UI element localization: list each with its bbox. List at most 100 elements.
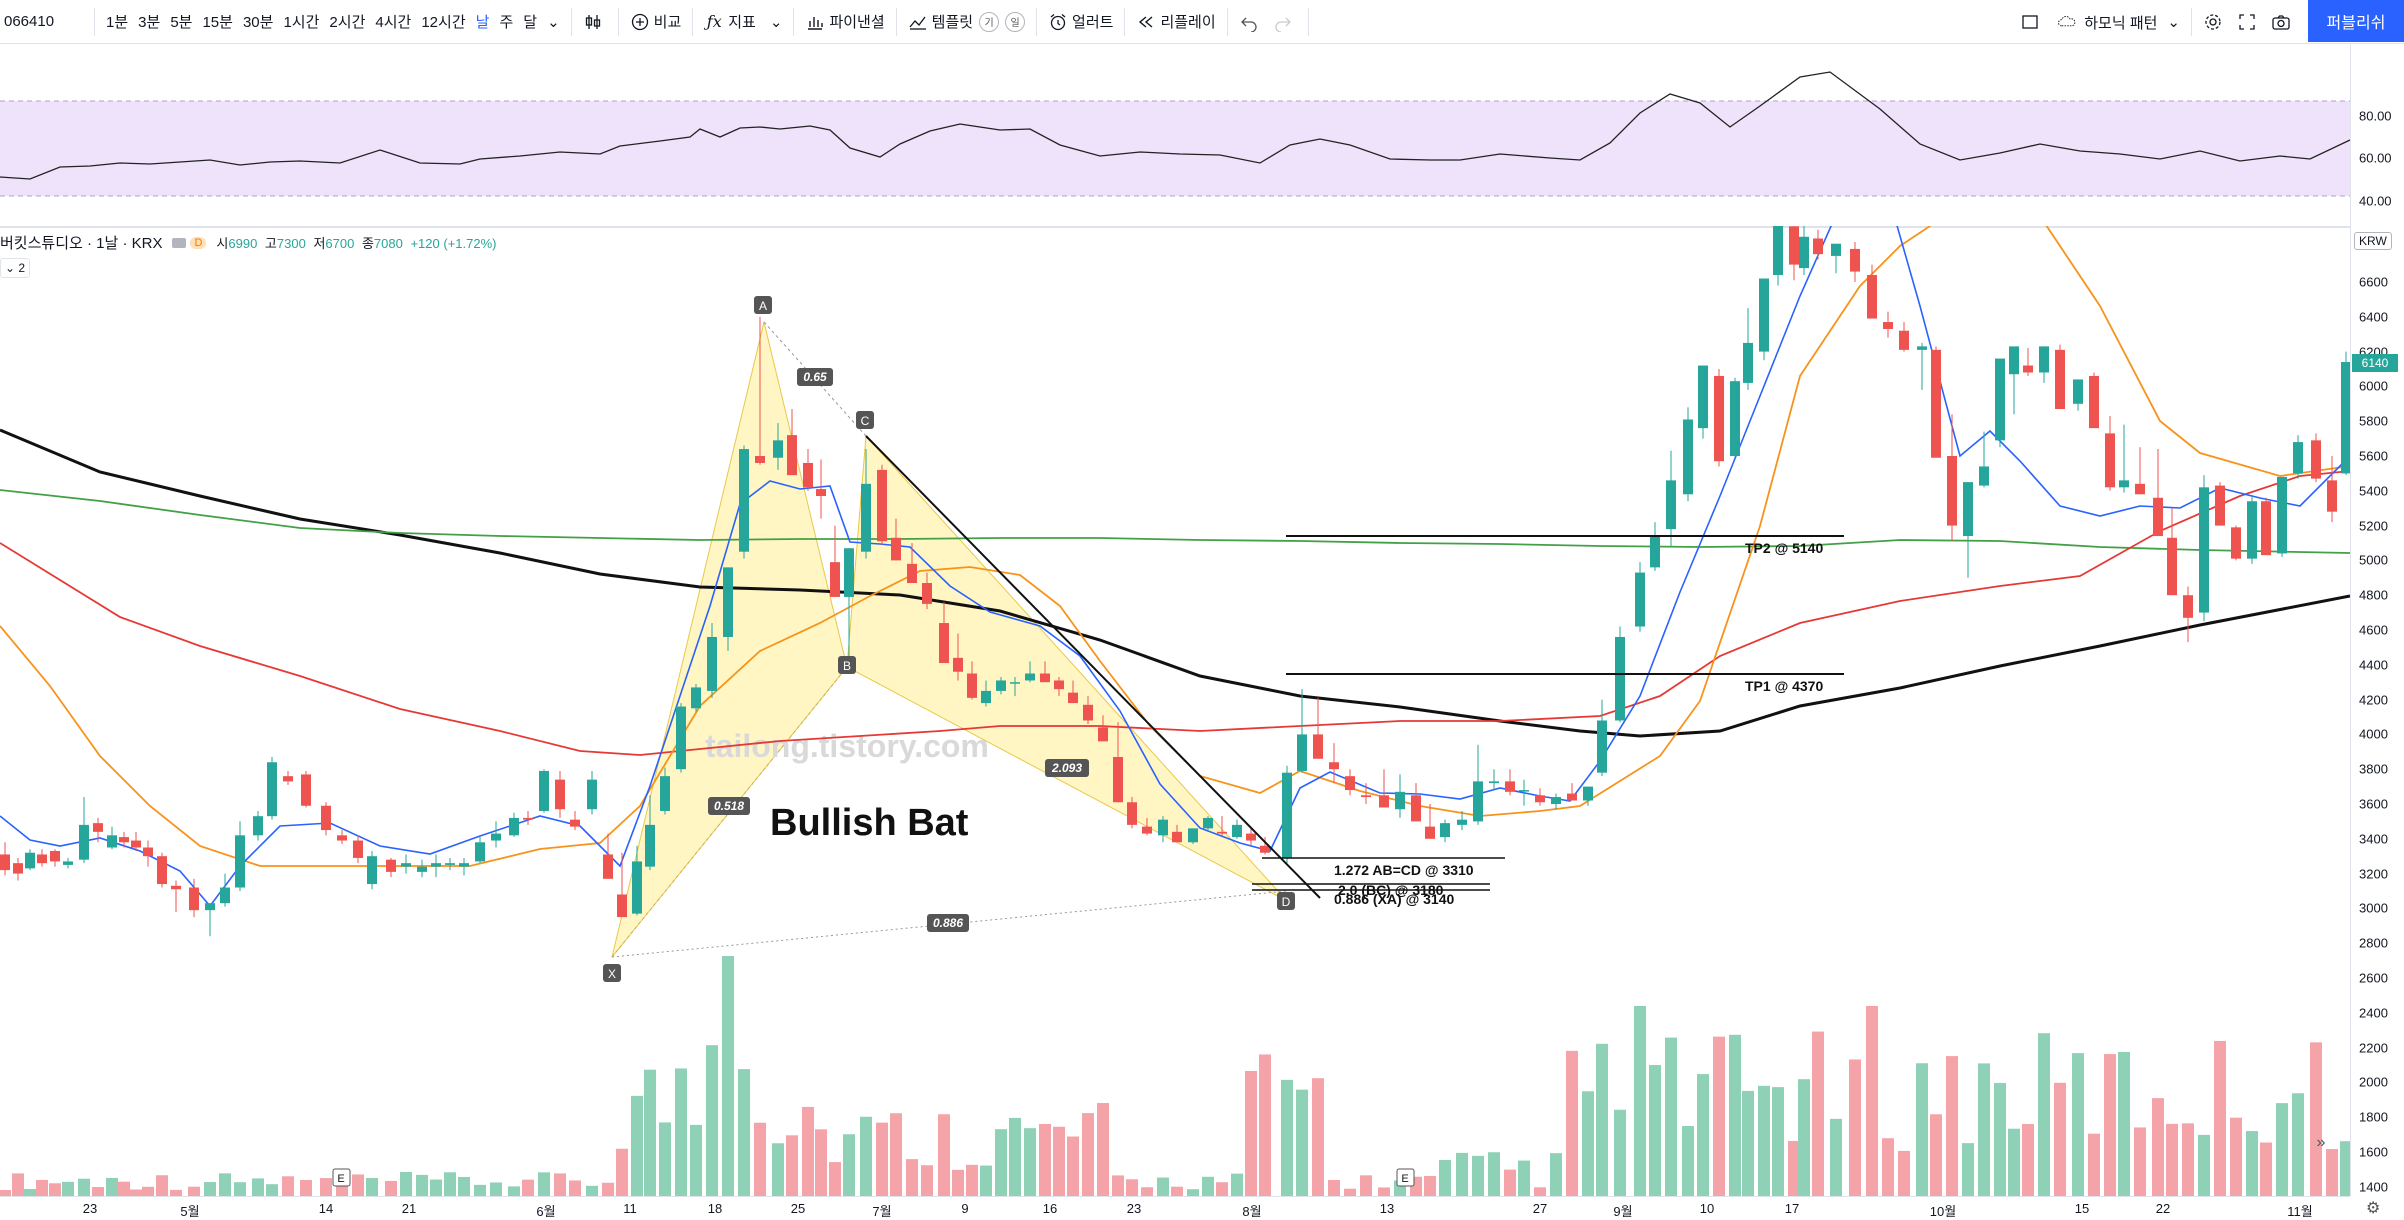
undo-button[interactable]: [1234, 0, 1268, 44]
volume-bar: [980, 1165, 992, 1196]
rsi-pane[interactable]: [0, 44, 2350, 226]
volume-bar: [690, 1124, 702, 1196]
redo-button[interactable]: [1268, 0, 1302, 44]
volume-bar: [921, 1165, 933, 1196]
time-axis[interactable]: 23 5월 14 21 6월 11 18 25 7월 9 16 23 8월 13 27 9월 10 17 10월 15…: [0, 1196, 2350, 1220]
indicators-label: 지표: [728, 14, 756, 31]
volume-bar: [130, 1189, 142, 1196]
volume-bar: [602, 1182, 614, 1196]
publish-button[interactable]: 퍼블리쉬: [2308, 0, 2404, 42]
volume-bar: [1930, 1114, 1942, 1196]
scroll-to-realtime-icon[interactable]: »: [2316, 1134, 2326, 1151]
pattern-xd-line: [611, 890, 1288, 958]
volume-bar: [843, 1134, 855, 1196]
timeframe-option[interactable]: 날: [475, 14, 490, 31]
volume-bar: [876, 1122, 888, 1196]
main-chart-pane[interactable]: tailong.tistory.com TP2 @ 5140 TP1 @ 437…: [0, 226, 2350, 1196]
indicators-button[interactable]: ƒx 지표 ⌄: [699, 0, 787, 44]
snapshot-button[interactable]: [2266, 0, 2300, 44]
event-marker-earnings[interactable]: E: [1396, 1168, 1415, 1187]
alert-button[interactable]: 얼러트: [1043, 0, 1118, 44]
chart-type-button[interactable]: [578, 0, 612, 44]
trendline[interactable]: [865, 435, 1321, 899]
point-b-label[interactable]: B: [838, 656, 856, 674]
timeframe-option[interactable]: 달: [523, 14, 538, 31]
template-badge-2[interactable]: 일: [1005, 11, 1026, 32]
level-label-bc: 2.0 (BC) @ 3180: [1338, 882, 1444, 898]
symbol-search[interactable]: 066410: [4, 13, 55, 30]
template-badge-1[interactable]: 기: [979, 11, 1000, 32]
time-axis-tick: 5월: [180, 1204, 200, 1219]
candle-body: [2073, 379, 2083, 404]
replay-button[interactable]: 리플레이: [1131, 0, 1220, 44]
svg-text:X: X: [608, 967, 616, 981]
point-x-label[interactable]: X: [603, 964, 621, 982]
timeframe-option[interactable]: 1분: [106, 14, 129, 31]
visibility-icon[interactable]: [172, 237, 187, 248]
price-axis-tick: 3400: [2359, 831, 2388, 847]
series-title[interactable]: 버킷스튜디오 · 1날 · KRX: [0, 235, 163, 252]
volume-bar: [1171, 1186, 1183, 1196]
volume-bar: [188, 1186, 200, 1196]
timeframe-dropdown-icon[interactable]: ⌄: [547, 13, 560, 31]
candle-body: [253, 816, 263, 836]
pine-label: 파이낸셜: [829, 14, 885, 31]
price-axis-tick: 3000: [2359, 900, 2388, 916]
candle-body: [1773, 226, 1783, 276]
candle-body: [431, 863, 441, 867]
candle-body: [967, 673, 977, 698]
point-c-label[interactable]: C: [856, 411, 874, 429]
timeframe-option[interactable]: 주: [499, 14, 514, 31]
point-d-label[interactable]: D: [1277, 892, 1295, 910]
volume-bar: [2310, 1042, 2322, 1196]
indicator-collapse-toggle[interactable]: ⌄ 2: [0, 258, 30, 278]
candle-body: [1040, 673, 1050, 683]
layout-select[interactable]: 하모닉 패턴 ⌄: [2049, 0, 2185, 44]
toolbar-right-group: 하모닉 패턴 ⌄: [2015, 0, 2300, 44]
gear-icon[interactable]: ⚙: [2366, 1200, 2381, 1217]
volume-bar: [2198, 1134, 2210, 1196]
timeframe-option[interactable]: 1시간: [283, 14, 320, 31]
timeframe-option[interactable]: 4시간: [375, 14, 412, 31]
timeframe-option[interactable]: 5분: [170, 14, 193, 31]
template-icon: [908, 12, 928, 32]
rsi-axis-tick: 80.00: [2359, 108, 2392, 124]
candle-body: [1172, 831, 1182, 843]
volume-bar: [1849, 1059, 1861, 1196]
volume-bar: [2022, 1123, 2034, 1196]
volume-bar: [2292, 1093, 2304, 1196]
volume-bar: [490, 1182, 502, 1196]
timeframe-option[interactable]: 2시간: [329, 14, 366, 31]
template-label: 템플릿: [931, 14, 974, 31]
volume-bar: [1729, 1034, 1741, 1196]
candle-body: [953, 657, 963, 672]
volume-bar: [1758, 1085, 1770, 1196]
currency-selector[interactable]: KRW: [2354, 232, 2392, 250]
candle-body: [386, 859, 396, 872]
divider: [1226, 7, 1228, 36]
timeframe-option[interactable]: 15분: [202, 14, 233, 31]
volume-bar: [1126, 1179, 1138, 1196]
price-axis[interactable]: 80.00 60.00 40.00 6600 6400 6200 6000 5800 5600 5…: [2350, 44, 2404, 1196]
candle-body: [25, 852, 35, 869]
pane-divider[interactable]: [0, 226, 2404, 228]
timeframe-option[interactable]: 12시간: [421, 14, 466, 31]
point-a-label[interactable]: A: [754, 296, 772, 314]
timeframe-option[interactable]: 30분: [242, 14, 274, 31]
fullscreen-button[interactable]: [2232, 0, 2266, 44]
compare-button[interactable]: 비교: [625, 0, 687, 44]
volume-bar: [170, 1189, 182, 1196]
candle-body: [816, 489, 826, 497]
settings-button[interactable]: [2198, 0, 2232, 44]
volume-bar: [738, 1069, 750, 1196]
timeframe-option[interactable]: 3분: [138, 14, 161, 31]
template-button[interactable]: 템플릿 기 일: [903, 0, 1030, 44]
price-axis-tick: 5600: [2359, 448, 2388, 464]
pine-button[interactable]: 파이낸셜: [800, 0, 889, 44]
volume-bar: [2054, 1082, 2066, 1196]
volume-bar: [1024, 1128, 1036, 1196]
candle-body: [143, 847, 153, 857]
layout-toggle-button[interactable]: [2015, 0, 2049, 44]
candle-body: [1505, 781, 1515, 792]
event-marker-earnings[interactable]: E: [332, 1168, 351, 1187]
